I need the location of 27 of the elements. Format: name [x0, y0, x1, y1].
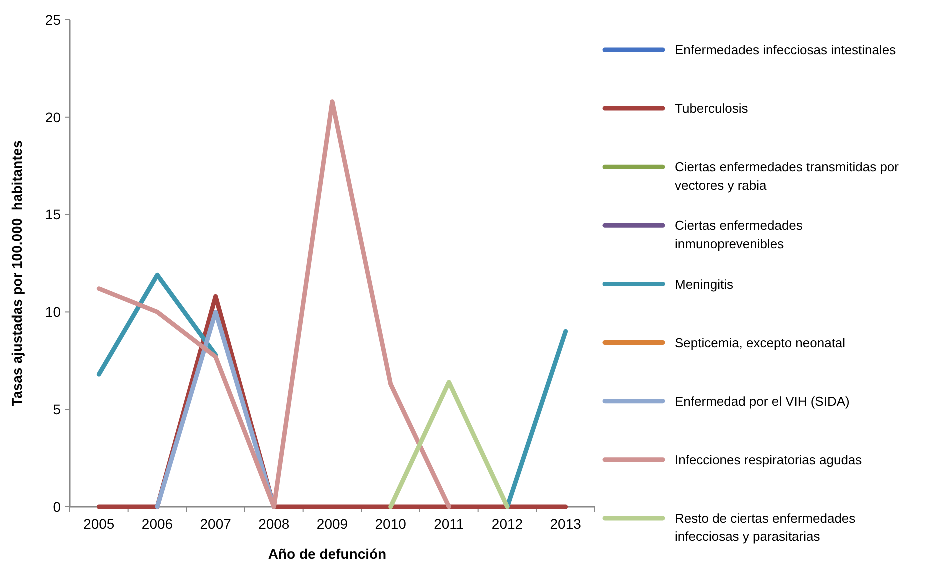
legend-label: Resto de ciertas enfermedades infecciosas y parasitarias — [675, 510, 856, 544]
x-tick-label: 2009 — [316, 516, 348, 532]
x-tick-label: 2007 — [200, 516, 232, 532]
x-tick-label: 2005 — [84, 516, 115, 532]
y-tick-label: 15 — [45, 206, 62, 223]
y-tick-label: 25 — [45, 12, 62, 28]
legend-label: Meningitis — [675, 276, 734, 292]
x-tick-label: 2012 — [492, 516, 524, 532]
x-tick-label: 2011 — [434, 516, 464, 532]
x-tick-label: 2013 — [550, 516, 582, 532]
legend-label: Enfermedad por el VIH (SIDA) — [675, 394, 850, 409]
line-series — [96, 100, 452, 510]
y-tick-label: 0 — [53, 498, 62, 515]
y-tick-label: 10 — [45, 304, 62, 320]
y-axis-title: Tasas ajustadas por 100.000 habitantes — [9, 140, 25, 406]
legend-label: Septicemia, excepto neonatal — [675, 335, 846, 350]
legend-label: Ciertas enfermedades transmitidas por vectores y rabia — [675, 160, 900, 193]
x-tick-label: 2010 — [375, 516, 407, 532]
legend-label: Enfermedades infecciosas intestinales — [675, 42, 897, 58]
x-tick-label: 2008 — [258, 516, 290, 532]
legend-label: Ciertas enfermedades inmunoprevenibles — [675, 218, 804, 252]
x-axis-title: Año de defunción — [268, 546, 387, 562]
y-tick-label: 5 — [53, 402, 62, 418]
legend-label: Tuberculosis — [675, 101, 749, 116]
legend-label: Infecciones respiratorias agudas — [675, 452, 863, 468]
x-tick-label: 2006 — [142, 516, 174, 532]
y-tick-label: 20 — [45, 109, 62, 126]
